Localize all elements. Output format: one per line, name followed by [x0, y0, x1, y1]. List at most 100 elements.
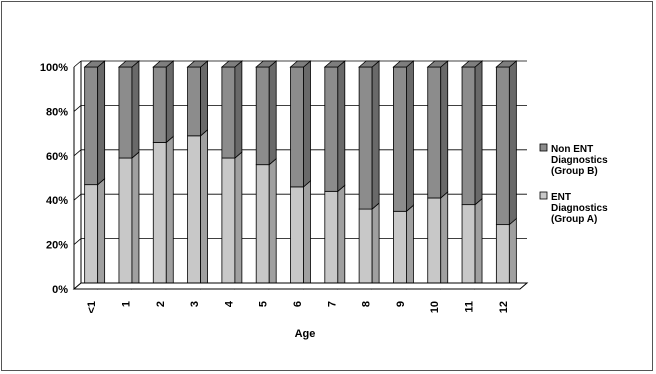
x-tick-label: 7	[326, 301, 338, 307]
bar-top-face	[289, 60, 312, 68]
axis-layer: 0%20%40%60%80%100%<1 1 2 3 4 5 6 7 8 9 10 11 12	[40, 61, 529, 314]
bar-ent-group-a	[152, 142, 167, 290]
bar-top-face	[152, 60, 175, 68]
legend-label: (Group A)	[551, 214, 597, 225]
bar-non-ent-group-b-side	[303, 60, 311, 188]
bar-ent-group-a	[290, 186, 304, 290]
bar-top-face	[426, 60, 449, 68]
gridline-depth	[73, 149, 82, 157]
bar-non-ent-group-b-side	[165, 60, 174, 144]
y-tick-label: 80%	[46, 106, 68, 118]
bar-ent-group-a	[84, 184, 99, 290]
bar-top-face	[358, 60, 381, 68]
bar-ent-group-a	[358, 208, 373, 290]
bar-non-ent-group-b-side	[200, 60, 208, 137]
bar-ent-group-a-side	[474, 197, 483, 290]
x-tick-label: 3	[189, 301, 201, 307]
bar-non-ent-group-b	[118, 66, 133, 159]
bar-top-face	[460, 60, 484, 68]
bar-ent-group-a	[427, 197, 442, 290]
bar-non-ent-group-b-side	[97, 60, 106, 186]
x-tick-label: 11	[464, 301, 476, 313]
y-tick-label: 100%	[40, 62, 68, 74]
bar-top-face	[220, 60, 243, 68]
bar-top-face	[495, 60, 518, 68]
y-tick-label: 0%	[52, 284, 68, 296]
bar-non-ent-group-b	[187, 66, 201, 137]
x-tick-label: 5	[258, 301, 270, 307]
bar-top-face	[392, 60, 415, 68]
bar-ent-group-a	[393, 210, 407, 290]
stacked-bar-chart: 0%20%40%60%80%100%<1 1 2 3 4 5 6 7 8 9 10 11 12 Age …	[40, 60, 608, 340]
bar-non-ent-group-b-side	[268, 60, 277, 166]
bar-non-ent-group-b-side	[131, 60, 140, 159]
y-tick-label: 60%	[46, 151, 68, 163]
legend-label: Diagnostics	[551, 155, 608, 166]
y-tick-label: 20%	[46, 240, 68, 252]
bar-ent-group-a-side	[440, 191, 449, 290]
bar-ent-group-a-side	[131, 151, 140, 290]
bar-top-face	[117, 60, 141, 68]
x-tick-label: 1	[120, 301, 132, 307]
legend-swatch-group-a	[539, 191, 548, 200]
y-tick-label: 40%	[46, 195, 68, 207]
bar-ent-group-a	[221, 157, 236, 290]
bar-ent-group-a-side	[508, 217, 517, 290]
gridline-depth	[73, 60, 82, 68]
bar-non-ent-group-b	[152, 66, 167, 143]
bar-non-ent-group-b	[427, 66, 442, 199]
bar-non-ent-group-b	[324, 66, 339, 192]
bar-non-ent-group-b-side	[337, 60, 346, 193]
bar-non-ent-group-b	[290, 66, 304, 188]
bar-non-ent-group-b	[84, 66, 99, 186]
bar-ent-group-a-side	[234, 151, 243, 290]
bar-ent-group-a-side	[268, 157, 277, 290]
bar-non-ent-group-b-side	[406, 60, 414, 213]
bar-ent-group-a	[255, 164, 270, 290]
x-tick-label: 12	[498, 301, 510, 313]
bar-non-ent-group-b	[221, 66, 236, 159]
bar-non-ent-group-b	[461, 66, 476, 206]
bar-non-ent-group-b-side	[440, 60, 449, 199]
bar-ent-group-a	[461, 204, 476, 290]
x-tick-label: 4	[223, 300, 235, 307]
legend-label: Non ENT	[551, 144, 593, 155]
bar-non-ent-group-b	[255, 66, 270, 166]
x-axis-title: Age	[295, 328, 316, 340]
x-tick-label: 8	[361, 301, 373, 307]
bar-ent-group-a-side	[200, 128, 208, 290]
bar-non-ent-group-b-side	[474, 60, 483, 206]
bar-non-ent-group-b	[393, 66, 407, 212]
bar-top-face	[255, 60, 278, 68]
x-tick-label: <1	[86, 301, 98, 314]
gridline-depth	[73, 238, 82, 245]
bar-ent-group-a-side	[97, 177, 106, 290]
bar-non-ent-group-b	[358, 66, 373, 210]
gridline-depth	[73, 193, 82, 201]
bar-non-ent-group-b	[495, 66, 510, 226]
legend-label: ENT	[551, 192, 571, 203]
bar-ent-group-a	[495, 224, 510, 290]
bar-ent-group-a-side	[406, 204, 414, 290]
legend-label: Diagnostics	[551, 203, 608, 214]
x-tick-label: 9	[395, 301, 407, 307]
bar-ent-group-a-side	[165, 135, 174, 290]
legend-swatch-group-b	[539, 143, 548, 152]
x-tick-label: 2	[155, 301, 167, 307]
bar-top-face	[83, 60, 106, 68]
legend-label: (Group B)	[551, 166, 598, 177]
x-tick-label: 10	[429, 301, 441, 313]
x-tick-label: 6	[292, 301, 304, 307]
bar-top-face	[323, 60, 346, 68]
x-axis-floor	[72, 282, 529, 290]
bar-non-ent-group-b-side	[371, 60, 380, 210]
bar-ent-group-a-side	[371, 202, 380, 290]
gridline-depth	[73, 105, 82, 112]
bar-ent-group-a	[324, 190, 339, 290]
bar-ent-group-a-side	[337, 184, 346, 290]
bar-ent-group-a	[118, 157, 133, 290]
bar-ent-group-a	[187, 135, 201, 290]
bar-non-ent-group-b-side	[508, 60, 517, 226]
